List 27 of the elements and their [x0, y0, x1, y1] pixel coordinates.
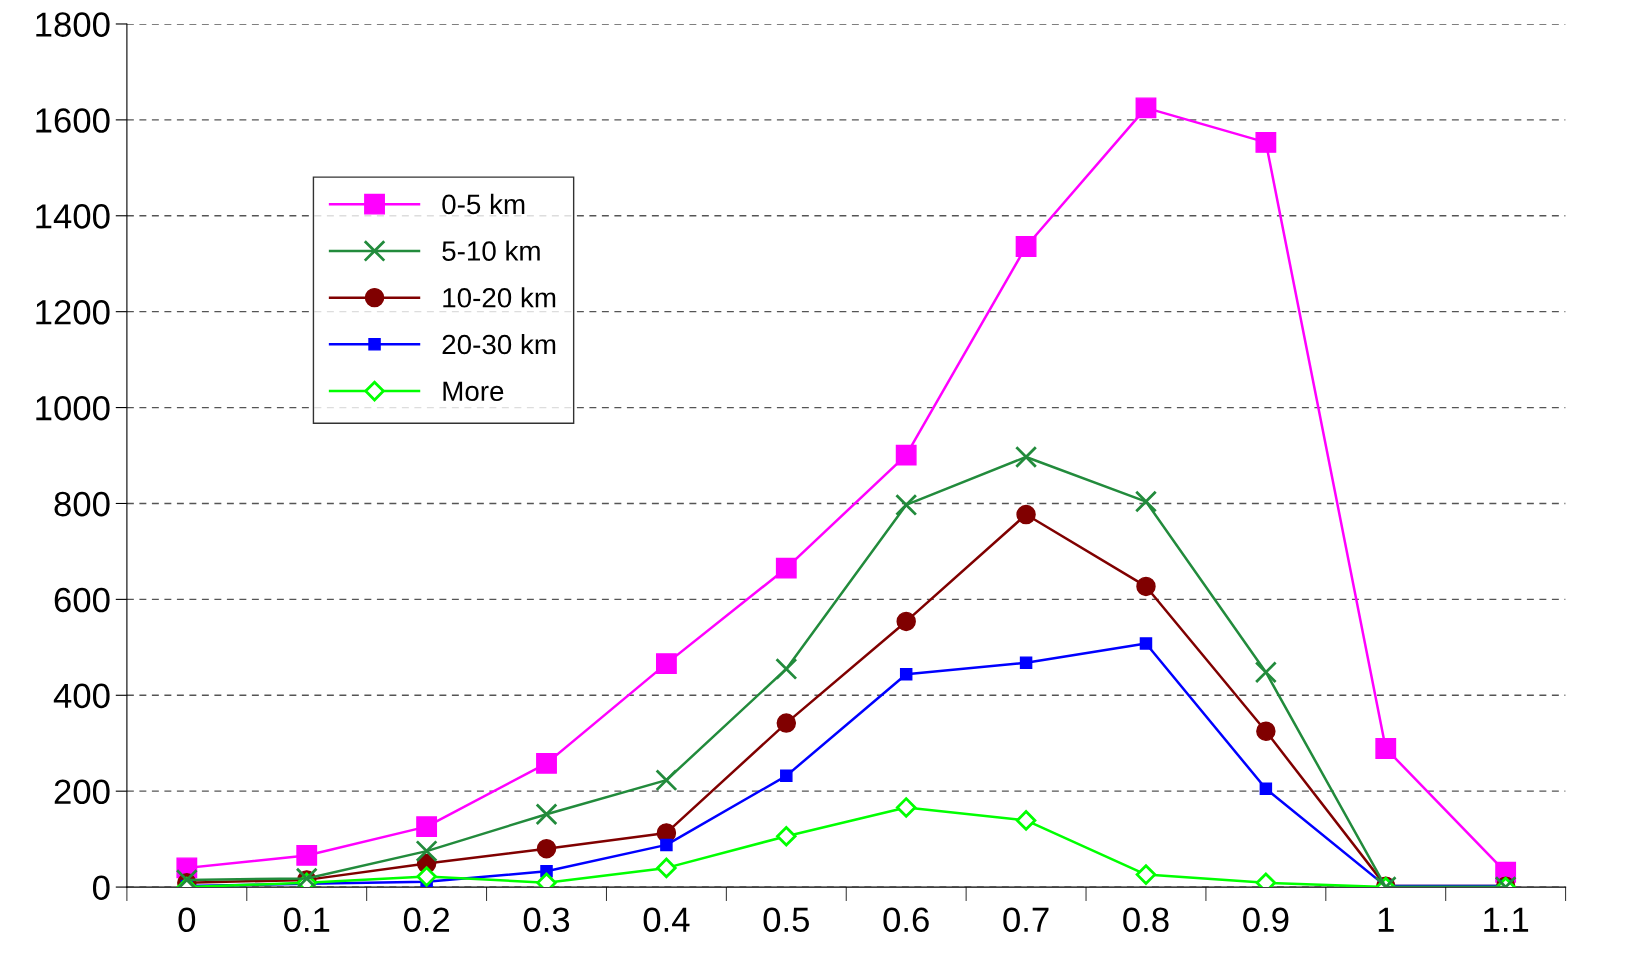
- y-tick-label: 0: [92, 875, 110, 900]
- y-tick-label: 1200: [36, 300, 110, 325]
- y-tick-label: 800: [54, 491, 110, 517]
- x-tick-label: 0.3: [523, 907, 570, 933]
- x-tick-label: 0.6: [883, 907, 929, 933]
- y-tick-label: 200: [54, 779, 110, 805]
- x-tick-label: 0.1: [283, 907, 330, 933]
- legend-label: 20-30 km: [442, 333, 556, 355]
- legend-label: 5-10 km: [442, 240, 540, 261]
- x-tick-label: 1: [1378, 907, 1394, 932]
- y-tick-label: 1600: [36, 108, 110, 133]
- x-tick-label: 0.5: [763, 907, 809, 933]
- x-tick-label: 0.7: [1003, 907, 1049, 933]
- x-tick-label: 0.9: [1243, 907, 1289, 933]
- y-tick-label: 600: [54, 587, 110, 613]
- y-tick-label: 1800: [36, 12, 110, 37]
- legend-label: 10-20 km: [443, 287, 556, 308]
- x-tick-label: 1.1: [1484, 907, 1529, 932]
- y-tick-label: 1400: [36, 204, 110, 229]
- x-tick-label: 0.4: [643, 907, 690, 933]
- x-tick-label: 0.8: [1123, 907, 1169, 933]
- y-tick-label: 1000: [36, 395, 110, 421]
- legend-label: More: [443, 381, 504, 402]
- x-tick-label: 0: [178, 907, 196, 933]
- x-tick-label: 0.2: [403, 907, 450, 933]
- y-tick-label: 400: [53, 683, 110, 709]
- legend-label: 0-5 km: [442, 193, 525, 215]
